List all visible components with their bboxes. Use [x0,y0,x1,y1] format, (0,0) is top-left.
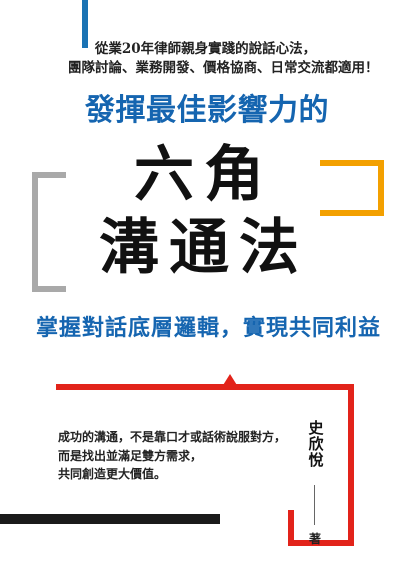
blue-bracket-top [82,0,88,48]
red-line-top-right [234,384,354,390]
red-line-top-left [56,384,226,390]
blurb-line-2: 而是找出並滿足雙方需求， [58,448,203,463]
gray-bracket-top [32,172,66,178]
gray-bracket-bottom [32,286,66,292]
blurb: 成功的溝通，不是靠口才或話術說服對方， 而是找出並滿足雙方需求， 共同創造更大價… [58,428,288,484]
subtitle: 掌握對話底層邏輯，實現共同利益 [36,315,382,341]
black-bar-bottom [0,514,220,524]
author-block: 史欣悅 著 [301,420,329,546]
red-line-bottom-left-stub [288,510,294,546]
blurb-line-3: 共同創造更大價值。 [58,467,167,481]
orange-bracket-bottom [320,210,384,216]
blurb-line-1: 成功的溝通，不是靠口才或話術說服對方， [58,430,287,444]
author-divider [314,485,315,525]
red-line-bottom [288,540,354,546]
tagline: 從業20年律師親身實踐的說話心法， 團隊討論、業務開發、價格協商、日常交流都適用… [68,40,379,78]
tagline-line-2: 團隊討論、業務開發、價格協商、日常交流都適用！ [68,60,379,76]
orange-bracket-side [378,160,384,216]
pretitle: 發揮最佳影響力的 [85,93,329,128]
tagline-line-1: 從業20年律師親身實踐的說話心法， [94,41,317,57]
gray-bracket-side [32,172,38,292]
author-name: 史欣悅 [306,420,325,468]
red-line-side [348,384,354,546]
title-line-2: 溝通法 [99,213,309,283]
orange-bracket-top [320,160,384,166]
author-suffix: 著 [308,532,321,546]
title-line-1: 六角 [134,140,274,210]
